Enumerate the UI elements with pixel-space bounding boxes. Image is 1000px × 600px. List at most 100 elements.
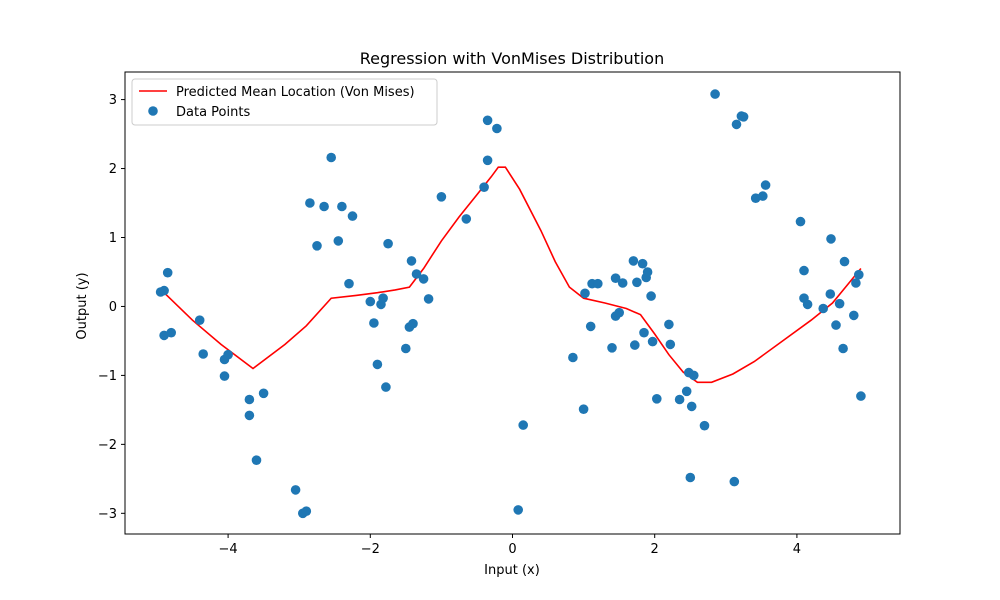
data-point [731,119,742,130]
data-point [244,410,255,421]
data-point [347,211,358,221]
data-point [337,201,347,212]
data-point [513,505,523,515]
data-point [681,386,692,397]
data-point [825,289,836,299]
data-point [699,420,710,431]
data-point [369,318,379,328]
y-tick-label: 0 [109,300,117,315]
data-point [198,349,208,359]
data-point [799,265,809,276]
predicted-mean-line [163,166,862,384]
y-tick-label: 3 [109,93,117,108]
x-tick-label: −2 [361,542,380,557]
data-point [639,327,649,338]
data-point [617,278,628,288]
data-point [479,182,489,192]
legend-point-swatch [148,106,158,116]
data-point [760,180,771,190]
data-point [482,115,493,126]
data-point [738,112,749,122]
data-point [194,315,205,326]
data-point [593,278,603,289]
data-point [401,343,411,354]
data-point [585,321,596,332]
y-tick-label: −2 [98,438,117,453]
data-point [758,191,768,201]
x-tick-label: 2 [651,542,659,557]
data-point [646,291,656,301]
y-tick-label: −1 [98,369,117,384]
plot-frame [124,71,901,535]
data-point [610,273,621,284]
data-point [166,327,176,338]
data-point [689,370,699,381]
data-point [685,472,696,483]
data-point [381,382,391,392]
data-point [710,89,720,99]
data-point [568,352,578,363]
data-point [607,343,617,353]
y-axis-title: Output (y) [75,272,90,339]
legend-label-predicted-mean: Predicted Mean Location (Von Mises) [176,85,415,100]
data-point [159,285,169,296]
data-point [461,214,472,224]
data-point [580,288,590,299]
data-point [333,236,344,246]
data-point [251,455,262,466]
data-point [301,506,312,516]
data-point [729,476,740,487]
data-point [319,201,329,212]
data-point [411,269,422,279]
x-tick-label: 0 [508,542,516,557]
data-point [408,318,418,329]
data-point [795,216,806,227]
data-point [818,303,828,314]
data-point [223,349,233,360]
data-point [630,340,640,350]
y-tick-label: 2 [109,162,117,177]
data-point [518,420,528,430]
x-tick-label: −4 [219,542,238,557]
y-tick-label: 1 [109,231,117,246]
data-point [383,238,393,249]
data-point [614,307,624,318]
data-point [326,152,337,163]
data-point [665,339,676,350]
data-point [344,278,354,289]
data-point [492,123,502,134]
data-point [686,401,697,412]
data-point [854,269,864,280]
data-point [674,394,685,405]
data-point [406,256,417,266]
data-point [305,198,315,208]
data-point [418,274,429,284]
data-point [851,278,861,288]
data-point [632,277,642,288]
x-axis-title: Input (x) [484,563,540,578]
data-point [831,320,841,330]
data-point [664,319,674,330]
data-point [244,394,255,405]
data-point [436,192,447,202]
x-tick-label: 4 [793,542,801,557]
data-point [637,258,648,269]
data-point [312,241,322,251]
data-point [839,256,850,267]
plot-area: −4 −2 0 2 4 −3 −2 −1 0 1 2 3 [98,71,901,557]
data-point [826,234,836,244]
data-point [838,343,848,354]
data-point [652,394,662,404]
data-point [162,267,173,278]
data-point [642,267,653,277]
legend-label-data-points: Data Points [176,105,250,120]
data-point [628,256,639,266]
data-point [258,388,269,399]
data-point [219,371,230,381]
legend: Predicted Mean Location (Von Mises) Data … [131,78,438,126]
data-point [378,293,388,304]
data-point [647,336,658,347]
data-point [372,359,383,370]
